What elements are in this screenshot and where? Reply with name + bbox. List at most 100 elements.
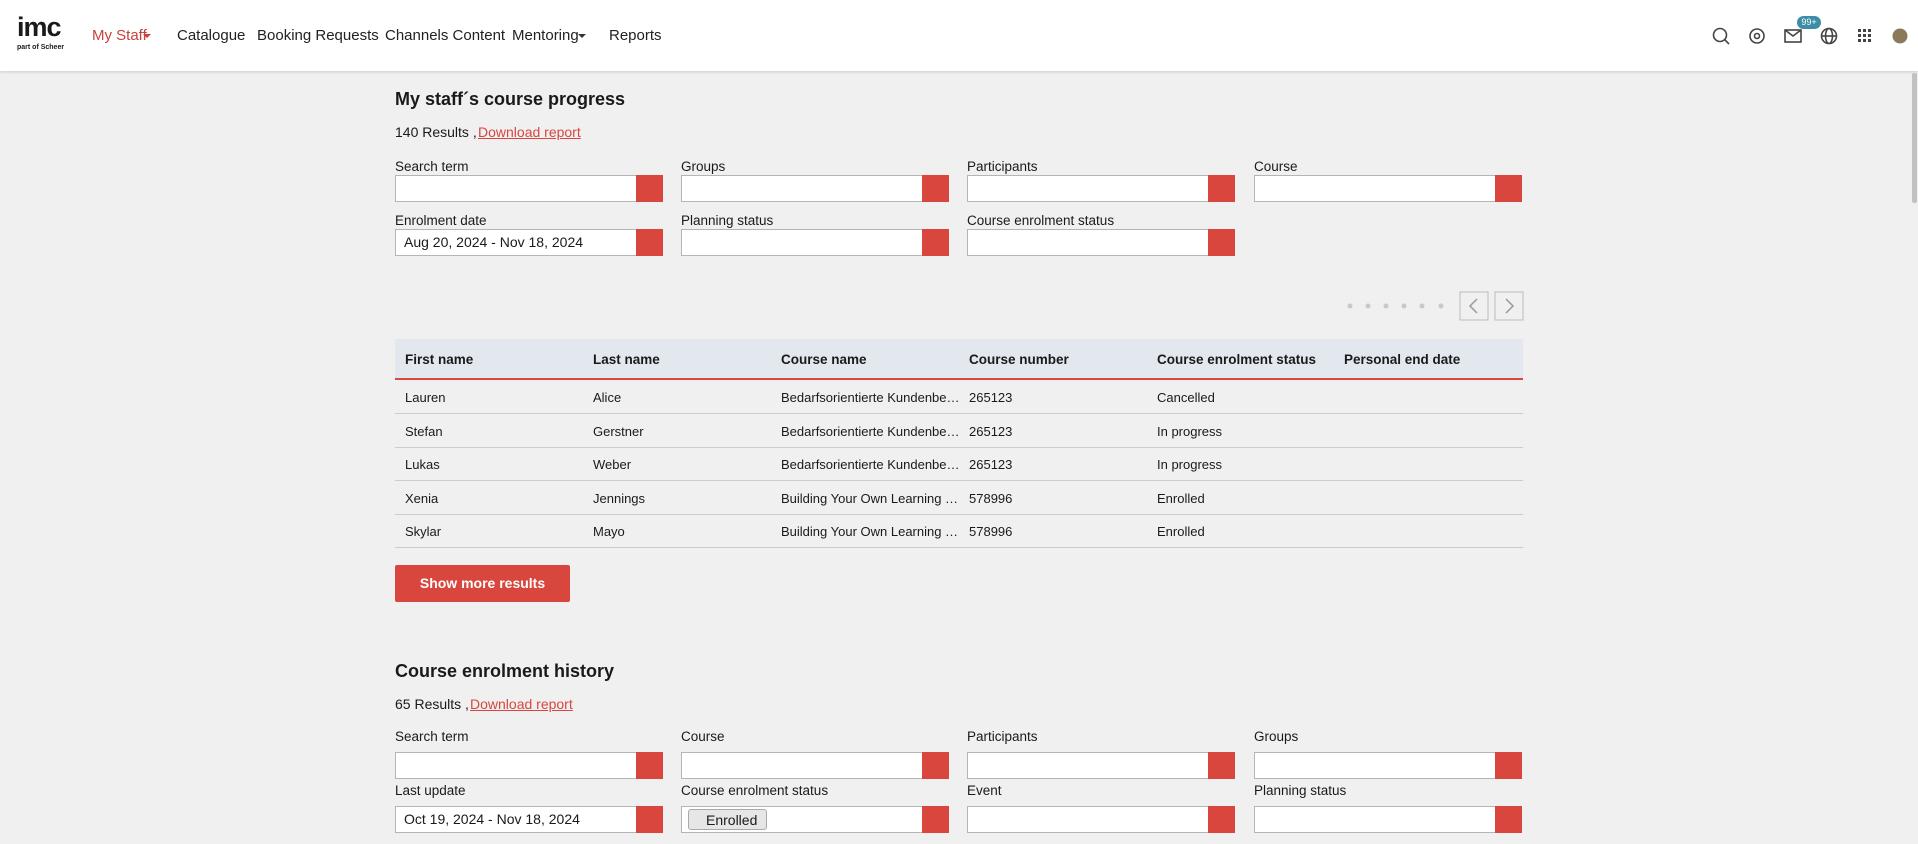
- page-dot[interactable]: [1347, 303, 1353, 309]
- scrollbar-thumb[interactable]: [1912, 73, 1917, 203]
- nav-item[interactable]: Reports: [609, 27, 662, 44]
- caret: [143, 34, 151, 38]
- results-count: 65 Results ,: [395, 696, 469, 712]
- filter-input[interactable]: [395, 752, 663, 779]
- filter-label: Course: [681, 729, 725, 744]
- nav-item[interactable]: Catalogue: [177, 27, 246, 44]
- table-row[interactable]: [395, 414, 1523, 448]
- column-header[interactable]: Course name: [781, 352, 867, 367]
- filter-input[interactable]: [681, 229, 949, 256]
- column-header[interactable]: First name: [405, 352, 474, 367]
- filter-button[interactable]: [922, 752, 949, 779]
- tag-chip[interactable]: [688, 809, 767, 830]
- badge-bg: [1797, 16, 1821, 29]
- download-link[interactable]: Download report: [478, 124, 581, 140]
- filter-button[interactable]: [636, 229, 663, 256]
- page-dot[interactable]: [1438, 303, 1444, 309]
- column-header[interactable]: Course number: [969, 352, 1069, 367]
- settings-icon[interactable]: [1753, 32, 1761, 40]
- filter-input[interactable]: [1254, 806, 1522, 833]
- nav-item[interactable]: Mentoring: [512, 27, 579, 44]
- table-cell: Stefan: [405, 423, 443, 439]
- nav-item[interactable]: Channels Content: [385, 27, 506, 44]
- header-icons: [143, 16, 1908, 45]
- filter-label: Event: [967, 783, 1002, 798]
- page-arrow[interactable]: [1494, 291, 1524, 321]
- table-row[interactable]: [395, 380, 1523, 414]
- filter-label: Groups: [1254, 729, 1299, 744]
- logo-sub: part of Scheer: [17, 44, 65, 51]
- apps-icon[interactable]: [1858, 29, 1871, 42]
- results-count: 140 Results ,: [395, 124, 477, 140]
- filter-button[interactable]: [922, 229, 949, 256]
- table-row[interactable]: [395, 481, 1523, 515]
- filter-button[interactable]: [636, 752, 663, 779]
- filter-input[interactable]: [967, 752, 1235, 779]
- filter-button[interactable]: [1495, 752, 1522, 779]
- filter-input[interactable]: [967, 229, 1235, 256]
- mail-icon[interactable]: [1784, 29, 1802, 43]
- table-cell: Lauren: [405, 390, 446, 405]
- section-title: My staff´s course progress: [395, 89, 626, 109]
- mail-icon[interactable]: [1784, 29, 1802, 37]
- table-cell: In progress: [1157, 457, 1223, 472]
- filter-button[interactable]: [1495, 806, 1522, 833]
- page-dot[interactable]: [1419, 303, 1425, 309]
- table-cell: Enrolled: [1157, 490, 1205, 506]
- search-icon[interactable]: [1724, 39, 1730, 45]
- nav-item[interactable]: My Staff: [92, 27, 147, 44]
- table-cell: 578996: [969, 490, 1013, 506]
- filter-input[interactable]: [1254, 752, 1522, 779]
- filter-input[interactable]: [681, 175, 949, 202]
- show-more-button[interactable]: Show more results: [395, 565, 570, 602]
- filter-button[interactable]: [1208, 175, 1235, 202]
- filter-input[interactable]: [395, 175, 663, 202]
- filter-label: Planning status: [1254, 783, 1347, 798]
- page-arrow-glyph: [1468, 298, 1478, 314]
- filter-button[interactable]: [922, 175, 949, 202]
- table-row[interactable]: [395, 514, 1523, 548]
- avatar[interactable]: [1892, 28, 1908, 44]
- filter-input[interactable]: [1254, 175, 1522, 202]
- filter-value: Aug 20, 2024 - Nov 18, 2024: [404, 234, 584, 250]
- filter-button[interactable]: [922, 806, 949, 833]
- page-dot[interactable]: [1383, 303, 1389, 309]
- table-cell: Lukas: [405, 457, 440, 472]
- section-title: Course enrolment history: [395, 661, 615, 681]
- column-header[interactable]: Course enrolment status: [1157, 352, 1317, 367]
- table-cell: In progress: [1157, 423, 1223, 439]
- table-cell: Jennings: [593, 490, 646, 506]
- column-header[interactable]: Last name: [593, 352, 660, 367]
- table-cell: Building Your Own Learning …: [781, 490, 959, 506]
- filter-button[interactable]: [1208, 229, 1235, 256]
- filter-input[interactable]: [967, 806, 1235, 833]
- filter-button[interactable]: [1208, 806, 1235, 833]
- column-header[interactable]: Personal end date: [1344, 352, 1461, 367]
- filter-button[interactable]: [1495, 175, 1522, 202]
- download-link[interactable]: Download report: [470, 696, 573, 712]
- search-icon[interactable]: [1712, 27, 1728, 43]
- nav-item[interactable]: Booking Requests: [257, 27, 379, 44]
- filter-label: Last update: [395, 783, 466, 798]
- table-cell: Gerstner: [593, 423, 644, 439]
- filter-input[interactable]: [681, 752, 949, 779]
- page-arrow[interactable]: [1459, 291, 1489, 321]
- filter-input[interactable]: [395, 229, 663, 256]
- page-dot[interactable]: [1365, 303, 1371, 309]
- table-cell: Weber: [593, 457, 632, 472]
- settings-icon[interactable]: [1749, 28, 1765, 44]
- table-cell: Cancelled: [1157, 390, 1215, 405]
- table-cell: Xenia: [405, 490, 439, 506]
- table-cell: Skylar: [405, 524, 442, 539]
- table-row[interactable]: [395, 447, 1523, 481]
- filter-label: Course: [1254, 159, 1298, 174]
- filter-input[interactable]: [967, 175, 1235, 202]
- filter-button[interactable]: [1208, 752, 1235, 779]
- logo[interactable]: imc: [17, 12, 62, 42]
- page-dot[interactable]: [1401, 303, 1407, 309]
- filter-button[interactable]: [636, 806, 663, 833]
- filter-button[interactable]: [636, 175, 663, 202]
- filter-label: Search term: [395, 729, 469, 744]
- filter-label: Course enrolment status: [967, 213, 1115, 228]
